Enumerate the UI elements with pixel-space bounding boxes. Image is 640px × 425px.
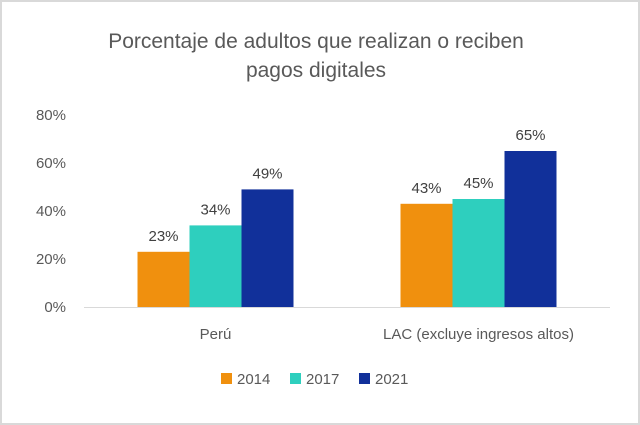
legend-label: 2021 — [375, 371, 408, 388]
y-tick-label: 40% — [36, 203, 66, 220]
bar-2021 — [241, 189, 294, 307]
legend: 2014 2017 2021 — [221, 371, 408, 388]
bar-2014 — [137, 251, 190, 307]
legend-label: 2017 — [306, 371, 339, 388]
y-tick-label: 80% — [36, 107, 66, 124]
axis-layer: 0% 20% 40% 60% 80% Perú LAC (excluye ingresos … — [36, 107, 610, 343]
bar-2017 — [189, 225, 242, 307]
legend-label: 2014 — [237, 371, 270, 388]
chart-title-line-2: pagos digitales — [246, 59, 386, 82]
y-tick-label: 20% — [36, 251, 66, 268]
data-label: 49% — [252, 165, 282, 182]
bar-2014 — [400, 203, 453, 307]
data-label: 34% — [200, 201, 230, 218]
x-category-label: Perú — [200, 326, 232, 343]
data-label: 45% — [463, 175, 493, 192]
y-tick-label: 0% — [44, 299, 66, 316]
bar-2021 — [504, 151, 557, 307]
legend-swatch — [290, 373, 301, 384]
bars-layer — [137, 151, 557, 307]
data-label: 43% — [411, 180, 441, 197]
data-label: 65% — [515, 127, 545, 144]
legend-swatch — [359, 373, 370, 384]
bar-2017 — [452, 199, 505, 307]
chart-title-line-1: Porcentaje de adultos que realizan o rec… — [108, 30, 524, 53]
y-tick-label: 60% — [36, 155, 66, 172]
legend-swatch — [221, 373, 232, 384]
data-labels-layer: 23% 34% 49% 43% 45% 65% — [148, 127, 545, 245]
data-label: 23% — [148, 228, 178, 245]
x-category-label: LAC (excluye ingresos altos) — [383, 326, 574, 343]
